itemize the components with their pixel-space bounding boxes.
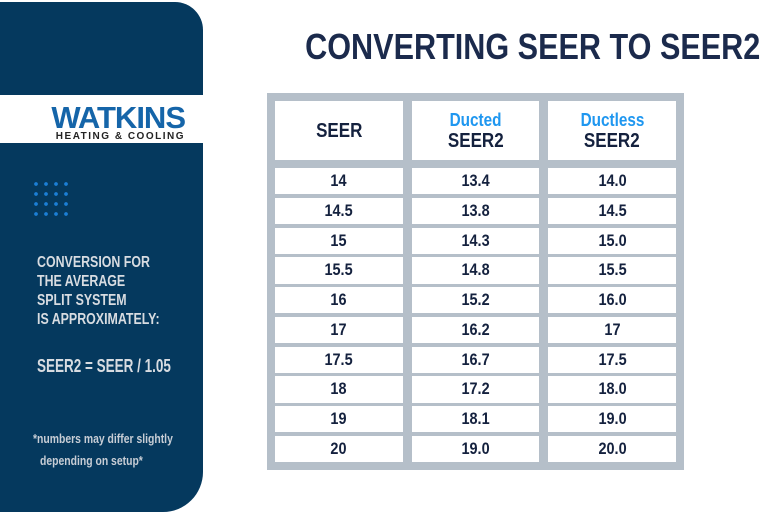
table-cell-ducted-seer2: 13.8	[411, 197, 540, 224]
table-cell-ductless-seer2: 16.0	[548, 287, 677, 314]
conversion-note-line: CONVERSION FOR	[37, 254, 150, 271]
table-cell-ducted-seer2: 18.1	[411, 406, 540, 433]
table-cell-ducted-seer2: 17.2	[411, 376, 540, 403]
table-cell-seer: 18	[275, 376, 403, 403]
table-cell-ducted-seer2: 14.8	[411, 257, 540, 284]
table-header-ducted-seer2: Ducted SEER2	[411, 101, 540, 160]
conversion-note-line: IS APPROXIMATELY:	[37, 311, 160, 328]
table-cell-seer: 15	[275, 227, 403, 254]
footnote: *numbers may differ slightly depending o…	[33, 428, 208, 472]
table-cell-ducted-seer2: 15.2	[411, 287, 540, 314]
table-cell-ductless-seer2: 18.0	[548, 376, 677, 403]
brand-logo: WATKINS HEATING & COOLING	[40, 100, 186, 142]
table-cell-ducted-seer2: 19.0	[411, 435, 540, 462]
table-row: 18 17.2 18.0	[275, 376, 677, 403]
table-row: 14 13.4 14.0	[275, 168, 677, 195]
conversion-note-line: THE AVERAGE	[37, 273, 126, 290]
table-row: 14.5 13.8 14.5	[275, 197, 677, 224]
seer-conversion-table: SEER Ducted SEER2 Ductless SEER2 14 13.4…	[267, 93, 684, 470]
table-row: 20 19.0 20.0	[275, 435, 677, 462]
page-title: CONVERTING SEER TO SEER2	[305, 26, 761, 67]
table-row: 19 18.1 19.0	[275, 406, 677, 433]
table-cell-ductless-seer2: 17.5	[548, 346, 677, 373]
table-cell-seer: 14	[275, 168, 403, 195]
table-cell-seer: 20	[275, 435, 403, 462]
table-cell-ductless-seer2: 14.0	[548, 168, 677, 195]
table-header-seer: SEER	[275, 101, 403, 160]
table-cell-ducted-seer2: 16.7	[411, 346, 540, 373]
table-cell-ductless-seer2: 20.0	[548, 435, 677, 462]
table-cell-seer: 19	[275, 406, 403, 433]
table-cell-ducted-seer2: 13.4	[411, 168, 540, 195]
table-body: 14 13.4 14.0 14.5 13.8 14.5 15 14.3 15.0	[275, 168, 677, 462]
table-row: 15 14.3 15.0	[275, 227, 677, 254]
footnote-line: *numbers may differ slightly	[33, 431, 173, 446]
table-row: 16 15.2 16.0	[275, 287, 677, 314]
table-row: 17.5 16.7 17.5	[275, 346, 677, 373]
conversion-note: CONVERSION FOR THE AVERAGE SPLIT SYSTEM …	[37, 253, 190, 329]
table-header-ductless-seer2: Ductless SEER2	[548, 101, 677, 160]
table-cell-seer: 17	[275, 316, 403, 343]
table-cell-seer: 14.5	[275, 197, 403, 224]
table-cell-ductless-seer2: 14.5	[548, 197, 677, 224]
table-cell-seer: 15.5	[275, 257, 403, 284]
sidebar-bottom-panel: CONVERSION FOR THE AVERAGE SPLIT SYSTEM …	[0, 143, 203, 512]
table-row: 17 16.2 17	[275, 316, 677, 343]
table-cell-ductless-seer2: 15.0	[548, 227, 677, 254]
conversion-formula: SEER2 = SEER / 1.05	[37, 356, 171, 376]
table-cell-ductless-seer2: 15.5	[548, 257, 677, 284]
table-cell-ducted-seer2: 16.2	[411, 316, 540, 343]
table-cell-seer: 17.5	[275, 346, 403, 373]
brand-name: WATKINS	[51, 100, 186, 135]
brand-tagline: HEATING & COOLING	[55, 131, 185, 142]
table-cell-ducted-seer2: 14.3	[411, 227, 540, 254]
table-cell-ductless-seer2: 17	[548, 316, 677, 343]
table-row: 15.5 14.8 15.5	[275, 257, 677, 284]
footnote-line: depending on setup*	[40, 453, 143, 468]
dots-pattern-icon	[31, 179, 73, 221]
table-header-row: SEER Ducted SEER2 Ductless SEER2	[275, 101, 677, 160]
conversion-note-line: SPLIT SYSTEM	[37, 292, 127, 309]
sidebar-top-panel	[0, 2, 203, 95]
table-cell-ductless-seer2: 19.0	[548, 406, 677, 433]
table-cell-seer: 16	[275, 287, 403, 314]
